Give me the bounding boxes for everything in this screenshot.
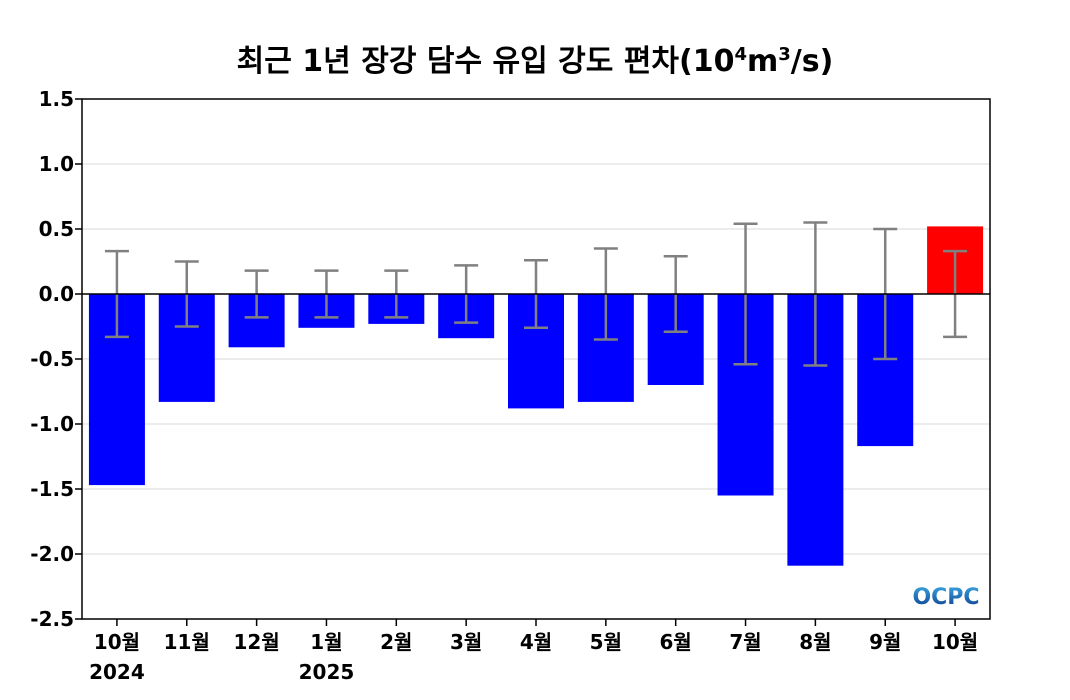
x-tick-label: 12월 — [233, 630, 279, 654]
x-tick-label: 2월 — [380, 630, 412, 654]
x-tick-label: 1월 — [310, 630, 342, 654]
x-tick-label: 8월 — [799, 630, 831, 654]
y-tick-label: -2.5 — [30, 607, 74, 631]
ocpc-logo: OCPC — [912, 585, 979, 610]
x-tick-label: 11월 — [164, 630, 210, 654]
x-tick-label: 9월 — [869, 630, 901, 654]
y-tick-label: -2.0 — [30, 542, 74, 566]
y-tick-label: 0.0 — [39, 282, 74, 306]
x-tick-label: 3월 — [450, 630, 482, 654]
y-tick-label: 1.5 — [39, 87, 74, 111]
x-tick-label: 7월 — [729, 630, 761, 654]
y-tick-label: 1.0 — [39, 152, 74, 176]
x-axis: 10월 2024 11월 12월 1월 2025 2월 3월 4월 5월 6월 7월 8월 9월 10월 — [89, 619, 978, 684]
x-tick-label: 10월 — [932, 630, 978, 654]
chart-title: 최근 1년 장강 담수 유입 강도 편차(104m3/s) — [236, 44, 834, 79]
x-tick-label: 4월 — [520, 630, 552, 654]
x-tick-label: 5월 — [590, 630, 622, 654]
y-tick-label: -0.5 — [30, 347, 74, 371]
x-year-label: 2024 — [89, 660, 145, 684]
y-axis: 1.5 1.0 0.5 0.0 -0.5 -1.0 -1.5 -2.0 -2.5 — [30, 87, 82, 631]
x-tick-label: 6월 — [660, 630, 692, 654]
y-tick-label: -1.5 — [30, 477, 74, 501]
y-tick-label: -1.0 — [30, 412, 74, 436]
x-year-label: 2025 — [299, 660, 355, 684]
x-tick-label: 10월 — [94, 630, 140, 654]
y-tick-label: 0.5 — [39, 217, 74, 241]
logo-text: OCPC — [912, 585, 979, 610]
